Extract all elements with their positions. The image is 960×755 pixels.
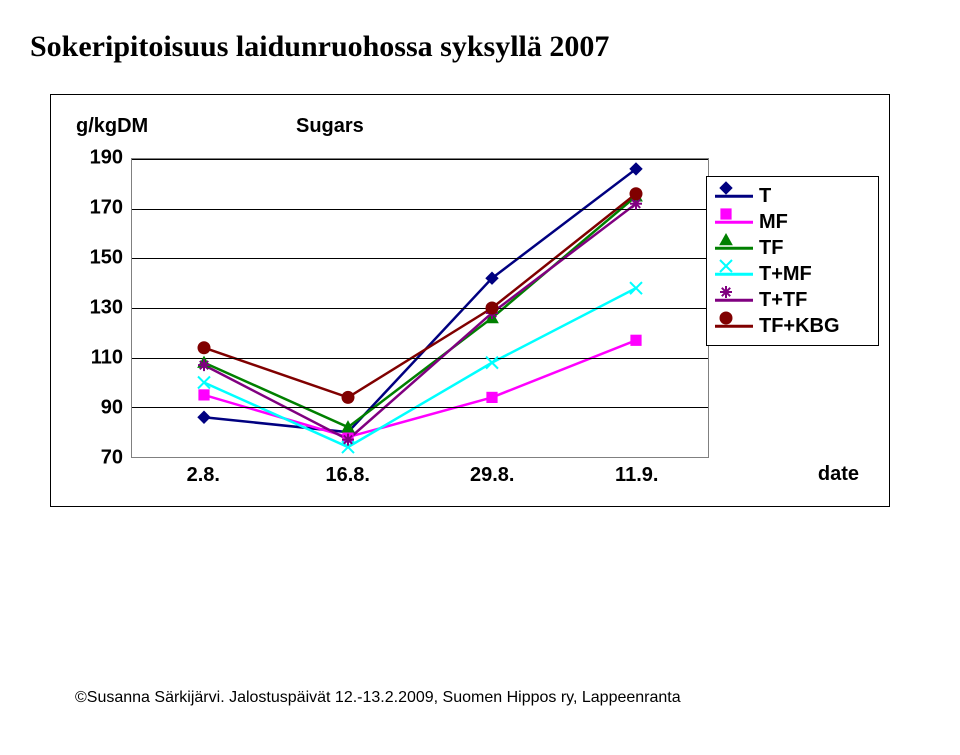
y-tick: 110 [91,347,123,370]
legend-swatch [715,238,753,258]
legend-label: MF [759,211,788,234]
plot-area [131,158,709,458]
grid-line [132,358,708,359]
x-tick: 2.8. [187,464,220,487]
legend-label: TF+KBG [759,315,840,338]
series-line-TF [204,196,636,427]
y-tick: 190 [90,147,123,170]
legend-item: TF+KBG [715,313,870,339]
grid-line [132,209,708,210]
y-axis: 1901701501301109070 [76,158,131,488]
grid-line [132,159,708,160]
legend: T MF TF T+MF T+TF TF+KBG [706,176,879,346]
legend-label: T [759,185,771,208]
footer-credit: ©Susanna Särkijärvi. Jalostuspäivät 12.-… [75,689,681,707]
page-title: Sokeripitoisuus laidunruohossa syksyllä … [30,30,930,64]
legend-item: TF [715,235,870,261]
y-tick: 150 [90,247,123,270]
grid-line [132,258,708,259]
legend-swatch [715,186,753,206]
y-tick: 90 [101,397,123,420]
grid-line [132,308,708,309]
legend-swatch [715,316,753,336]
x-axis: 2.8. 16.8. 29.8. 11.9. [131,458,709,488]
legend-item: MF [715,209,870,235]
y-tick: 130 [90,297,123,320]
chart-title: Sugars [176,115,879,138]
grid-line [132,407,708,408]
legend-label: TF [759,237,783,260]
chart-container: g/kgDM Sugars 1901701501301109070 TMFTFT… [50,94,890,507]
x-tick: 16.8. [326,464,370,487]
x-axis-label: date [818,463,859,486]
legend-item: T+MF [715,261,870,287]
legend-swatch [715,264,753,284]
y-tick: 170 [90,197,123,220]
y-axis-label: g/kgDM [76,115,176,138]
y-tick: 70 [101,447,123,470]
legend-swatch [715,290,753,310]
legend-item: T+TF [715,287,870,313]
legend-item: T [715,183,870,209]
legend-label: T+TF [759,289,807,312]
x-tick: 11.9. [615,464,658,487]
x-tick: 29.8. [470,464,514,487]
legend-label: T+MF [759,263,812,286]
legend-swatch [715,212,753,232]
